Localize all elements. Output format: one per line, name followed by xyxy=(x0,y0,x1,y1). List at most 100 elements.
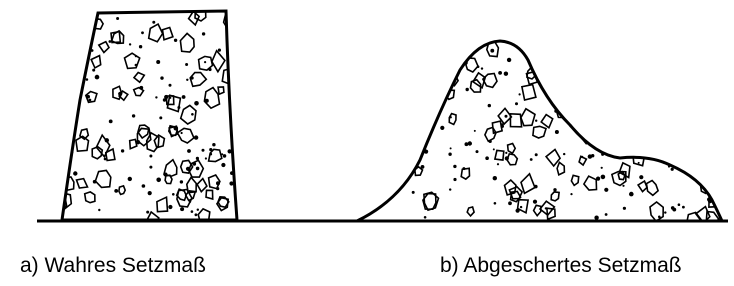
grain xyxy=(152,21,155,24)
grain xyxy=(672,76,676,80)
grain xyxy=(678,203,681,206)
grain xyxy=(404,63,408,67)
pebble xyxy=(406,82,413,94)
grain xyxy=(163,98,166,101)
grain xyxy=(626,54,630,58)
grain xyxy=(98,209,100,211)
grain xyxy=(202,149,205,152)
grain xyxy=(93,180,97,184)
grain xyxy=(86,78,89,81)
grain xyxy=(515,102,518,105)
grain xyxy=(581,156,583,158)
pebble xyxy=(619,54,628,66)
grain xyxy=(95,75,100,80)
grain xyxy=(705,167,708,170)
pebble xyxy=(180,33,194,52)
grain xyxy=(149,155,152,158)
grain xyxy=(505,115,508,118)
grain xyxy=(565,86,568,89)
pebble xyxy=(591,82,603,101)
grain xyxy=(700,153,704,157)
grain xyxy=(622,185,624,187)
pebble xyxy=(134,73,144,83)
pebble xyxy=(406,144,414,155)
pebble xyxy=(125,53,140,68)
grain xyxy=(588,154,592,158)
grain xyxy=(424,216,427,219)
pebble xyxy=(573,85,584,96)
grain xyxy=(466,88,469,91)
grain xyxy=(520,206,522,208)
grain xyxy=(669,156,673,160)
grain xyxy=(481,67,483,69)
grain xyxy=(156,60,160,64)
pebble xyxy=(521,109,535,126)
grain xyxy=(104,158,107,161)
pebble xyxy=(492,121,502,133)
grain xyxy=(587,120,589,122)
pebble xyxy=(218,87,224,94)
grain xyxy=(586,85,590,89)
grain xyxy=(61,82,65,86)
grain xyxy=(675,46,679,50)
grain xyxy=(658,216,661,219)
grain xyxy=(446,68,450,72)
shear-slump-outline xyxy=(357,41,722,221)
grain xyxy=(180,180,183,183)
grain xyxy=(159,116,162,119)
grain xyxy=(401,51,405,55)
grain xyxy=(129,43,131,45)
grain xyxy=(67,34,69,36)
grain xyxy=(718,141,721,144)
grain xyxy=(450,116,452,118)
pebble xyxy=(628,34,638,48)
grain xyxy=(498,71,502,75)
grain xyxy=(528,54,531,57)
grain xyxy=(223,154,227,158)
pebble xyxy=(432,94,439,103)
grain xyxy=(658,97,661,100)
pebble xyxy=(557,162,564,175)
pebble xyxy=(425,41,437,55)
pebble xyxy=(130,139,137,148)
pebble xyxy=(546,57,559,71)
grain xyxy=(507,58,511,62)
pebble xyxy=(91,56,101,68)
grain xyxy=(132,114,135,117)
grain xyxy=(640,146,643,149)
aggregate-texture xyxy=(58,6,243,227)
grain xyxy=(490,49,494,53)
grain xyxy=(647,94,650,97)
pebble xyxy=(177,128,194,143)
pebble xyxy=(181,105,196,124)
grain xyxy=(191,210,194,213)
grain xyxy=(109,120,113,124)
grain xyxy=(89,99,92,102)
grain xyxy=(196,167,200,171)
grain xyxy=(69,66,72,69)
grain xyxy=(668,57,672,61)
grain xyxy=(453,165,456,168)
pebble xyxy=(204,88,219,109)
pebble xyxy=(571,175,578,185)
grain xyxy=(191,76,194,79)
grain xyxy=(622,60,624,62)
grain xyxy=(629,192,634,197)
pebble xyxy=(650,202,663,221)
grain xyxy=(139,45,142,48)
grain xyxy=(709,59,712,62)
pebble xyxy=(551,192,559,201)
grain xyxy=(562,92,566,96)
grain xyxy=(128,177,132,181)
pebble xyxy=(508,144,516,154)
grain xyxy=(402,64,405,67)
grain xyxy=(73,171,77,175)
grain xyxy=(415,75,418,78)
grain xyxy=(553,47,556,50)
grain xyxy=(670,72,674,76)
grain xyxy=(194,101,199,106)
grain xyxy=(710,55,713,58)
pebble xyxy=(647,181,659,196)
grain xyxy=(169,97,171,99)
pebble xyxy=(58,33,65,41)
